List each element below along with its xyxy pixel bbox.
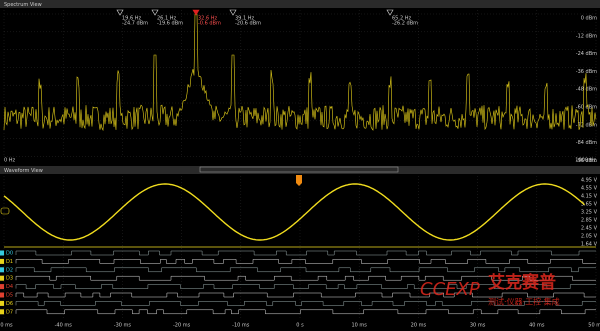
ch-tag: [0, 309, 4, 315]
digital-trace: [15, 284, 596, 289]
v-label: 1.64 V: [581, 242, 598, 248]
v-label: 4.55 V: [581, 186, 598, 192]
spectrum-trace: [3, 13, 597, 132]
marker: [386, 9, 394, 16]
spectrum-header: [0, 0, 600, 8]
time-label: -30 ms: [114, 323, 132, 329]
time-label: 40 ms: [529, 323, 545, 329]
y-label: -36 dBm: [576, 69, 597, 75]
ch-tag: [0, 300, 4, 306]
marker-freq: 26.1 Hz: [157, 16, 176, 22]
v-label: 3.65 V: [581, 202, 598, 208]
slogan: 测试·仪器·工控·集成: [488, 297, 560, 307]
marker-freq: 39.1 Hz: [235, 16, 254, 22]
v-label: 4.15 V: [581, 194, 598, 200]
v-label: 2.05 V: [581, 234, 598, 240]
time-label: 0 s: [296, 323, 304, 329]
time-label: -20 ms: [173, 323, 191, 329]
time-label: 10 ms: [351, 323, 367, 329]
brand: 艾克赛普: [488, 272, 556, 293]
marker-freq: 65.2 Hz: [392, 16, 411, 22]
marker: [116, 9, 124, 16]
ch-tag: [0, 267, 4, 273]
channel-label: D4: [6, 284, 13, 290]
time-label: -10 ms: [232, 323, 250, 329]
waveform-title: Waveform View: [4, 168, 43, 174]
channel-label: D7: [6, 309, 13, 315]
ch-tag: [0, 250, 4, 256]
digital-trace: [15, 250, 596, 256]
v-label: 2.45 V: [581, 226, 598, 232]
v-label: 2.85 V: [581, 218, 598, 224]
marker-level: -0.6 dBm: [198, 21, 221, 27]
v-label: 4.95 V: [581, 178, 598, 184]
logo-text: CCEXP: [420, 279, 480, 300]
ch-tag: [0, 258, 4, 264]
v-label: 3.25 V: [581, 210, 598, 216]
digital-trace: [15, 309, 596, 315]
time-label: 30 ms: [470, 323, 486, 329]
channel-label: D1: [6, 259, 13, 265]
y-label: -72 dBm: [576, 122, 597, 128]
y-label: -96 dBm: [576, 158, 597, 164]
marker: [192, 9, 200, 16]
marker-level: -24.7 dBm: [122, 21, 148, 27]
marker-freq: 32.6 Hz: [198, 16, 217, 22]
marker-freq: 19.6 Hz: [122, 16, 141, 22]
ch-tag: [0, 292, 4, 298]
trigger-marker: [296, 175, 302, 186]
time-label: -40 ms: [55, 323, 73, 329]
channel-label: D6: [6, 301, 13, 307]
marker: [151, 9, 159, 16]
time-label: 20 ms: [411, 323, 427, 329]
digital-trace: [15, 292, 596, 298]
digital-trace: [15, 259, 596, 264]
y-label: -24 dBm: [576, 51, 597, 57]
marker: [229, 9, 237, 16]
sine-trace: [3, 183, 585, 241]
channel-label: D0: [6, 251, 13, 257]
channel-label: D2: [6, 267, 13, 273]
y-label: -84 dBm: [576, 140, 597, 146]
channel-label: D3: [6, 276, 13, 282]
spectrum-x-end: 1000 Hz: [575, 158, 596, 164]
ch-tag: [0, 284, 4, 290]
waveform-header: [0, 166, 600, 174]
channel-label: D5: [6, 293, 13, 299]
y-label: -12 dBm: [576, 33, 597, 39]
y-label: -60 dBm: [576, 105, 597, 111]
marker-level: -20.6 dBm: [235, 21, 261, 27]
spectrum-title: Spectrum View: [4, 2, 42, 8]
zoom-box[interactable]: [199, 166, 399, 173]
ch-tag: [0, 275, 4, 281]
marker-level: -19.6 dBm: [157, 21, 183, 27]
digital-trace: [15, 275, 596, 281]
spectrum-x-start: 0 Hz: [4, 158, 16, 164]
time-label: 50 ms: [588, 323, 600, 329]
digital-trace: [15, 267, 596, 273]
watermark: CCEXP 艾克赛普 测试·仪器·工控·集成: [420, 272, 560, 307]
digital-trace: [15, 301, 596, 306]
time-label: -50 ms: [0, 323, 13, 329]
ch-badge: [0, 207, 10, 215]
marker-level: -26.2 dBm: [392, 21, 418, 27]
y-label: 0 dBm: [581, 16, 597, 22]
